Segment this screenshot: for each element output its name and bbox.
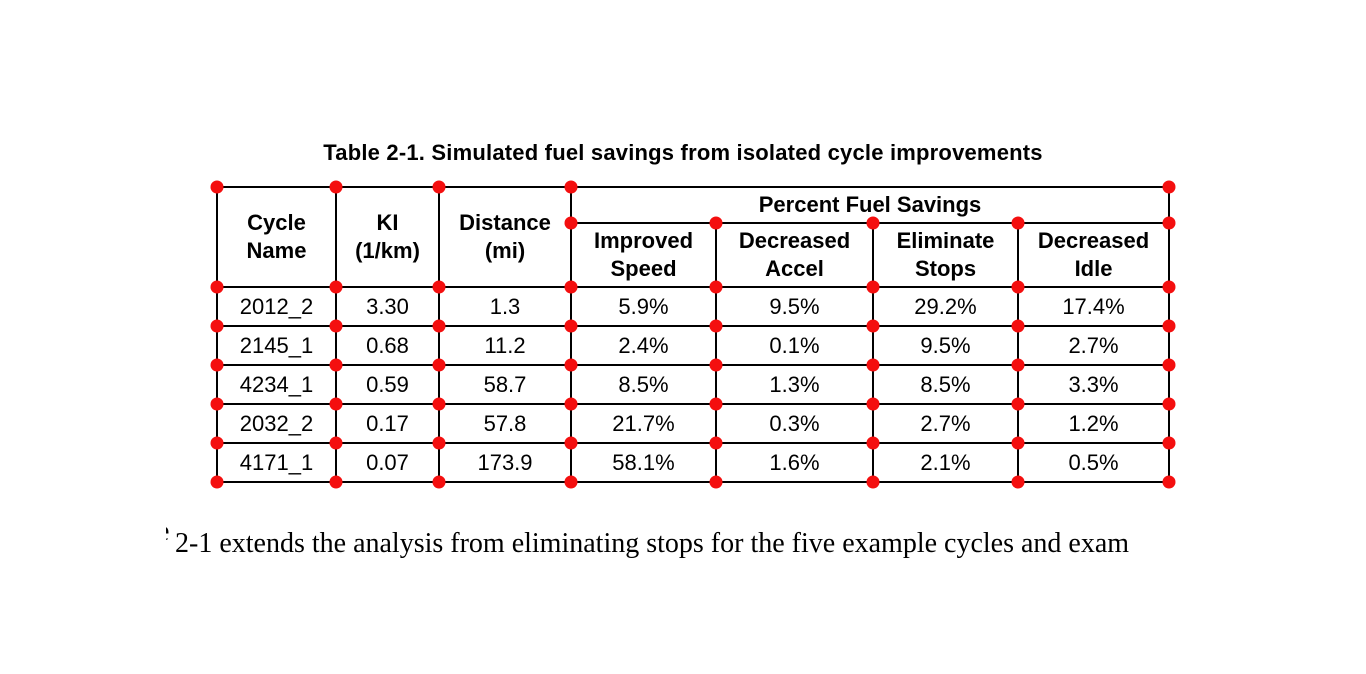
table-cell: 58.7 bbox=[438, 364, 572, 405]
col-header-decreased-idle: Decreased Idle bbox=[1016, 222, 1171, 288]
table-cell: 0.3% bbox=[715, 403, 874, 444]
table-row: 4234_1 0.59 58.7 8.5% 1.3% 8.5% 3.3% bbox=[216, 364, 1171, 405]
table-row: 2032_2 0.17 57.8 21.7% 0.3% 2.7% 1.2% bbox=[216, 403, 1171, 444]
table-cell: 21.7% bbox=[570, 403, 717, 444]
col-header-improved-speed: Improved Speed bbox=[570, 222, 717, 288]
table-cell: 57.8 bbox=[438, 403, 572, 444]
body-text: 2-1 extends the analysis from eliminatin… bbox=[175, 528, 1130, 559]
cut-off-character-fragment: e bbox=[166, 512, 171, 552]
table-cell: 1.3% bbox=[715, 364, 874, 405]
table-caption: Table 2-1. Simulated fuel savings from i… bbox=[323, 140, 1043, 165]
table-region: Cycle Name KI (1/km) Distance (mi) Perce… bbox=[210, 180, 1176, 489]
table-body: 2012_2 3.30 1.3 5.9% 9.5% 29.2% 17.4% 2145_1 0.6… bbox=[216, 286, 1171, 483]
cut-off-character-glyph: e bbox=[166, 512, 169, 552]
table-cell: 8.5% bbox=[570, 364, 717, 405]
table-cell: 2.7% bbox=[1016, 325, 1171, 366]
table-cell: 0.1% bbox=[715, 325, 874, 366]
table-cell: 1.3 bbox=[438, 286, 572, 327]
table-cell: 4171_1 bbox=[216, 442, 337, 483]
table-cell: 1.6% bbox=[715, 442, 874, 483]
table-cell: 2145_1 bbox=[216, 325, 337, 366]
table-cell: 9.5% bbox=[872, 325, 1019, 366]
table-cell: 0.07 bbox=[335, 442, 440, 483]
table-cell: 17.4% bbox=[1016, 286, 1171, 327]
table-cell: 2.7% bbox=[872, 403, 1019, 444]
table-cell: 0.5% bbox=[1016, 442, 1171, 483]
table-cell: 8.5% bbox=[872, 364, 1019, 405]
body-text-line: e2-1 extends the analysis from eliminati… bbox=[166, 512, 1129, 564]
col-header-eliminate-stops: Eliminate Stops bbox=[872, 222, 1019, 288]
table-cell: 4234_1 bbox=[216, 364, 337, 405]
table-cell: 5.9% bbox=[570, 286, 717, 327]
table-cell: 58.1% bbox=[570, 442, 717, 483]
table-cell: 2.1% bbox=[872, 442, 1019, 483]
table-row: 2012_2 3.30 1.3 5.9% 9.5% 29.2% 17.4% bbox=[216, 286, 1171, 327]
col-header-cycle-name: Cycle Name bbox=[216, 186, 337, 288]
table-cell: 2012_2 bbox=[216, 286, 337, 327]
table-cell: 173.9 bbox=[438, 442, 572, 483]
table-cell: 1.2% bbox=[1016, 403, 1171, 444]
table-cell: 0.17 bbox=[335, 403, 440, 444]
table-row: 2145_1 0.68 11.2 2.4% 0.1% 9.5% 2.7% bbox=[216, 325, 1171, 366]
col-header-decreased-accel: Decreased Accel bbox=[715, 222, 874, 288]
table-row: 4171_1 0.07 173.9 58.1% 1.6% 2.1% 0.5% bbox=[216, 442, 1171, 483]
table-cell: 9.5% bbox=[715, 286, 874, 327]
col-header-ki: KI (1/km) bbox=[335, 186, 440, 288]
table-cell: 2.4% bbox=[570, 325, 717, 366]
table-cell: 3.30 bbox=[335, 286, 440, 327]
table-cell: 2032_2 bbox=[216, 403, 337, 444]
group-header-percent-fuel-savings: Percent Fuel Savings bbox=[569, 186, 1171, 224]
table-cell: 0.59 bbox=[335, 364, 440, 405]
table-cell: 0.68 bbox=[335, 325, 440, 366]
col-header-distance: Distance (mi) bbox=[438, 186, 572, 288]
fuel-savings-table: Cycle Name KI (1/km) Distance (mi) Perce… bbox=[216, 186, 1171, 483]
table-cell: 3.3% bbox=[1016, 364, 1171, 405]
table-cell: 29.2% bbox=[872, 286, 1019, 327]
table-cell: 11.2 bbox=[438, 325, 572, 366]
